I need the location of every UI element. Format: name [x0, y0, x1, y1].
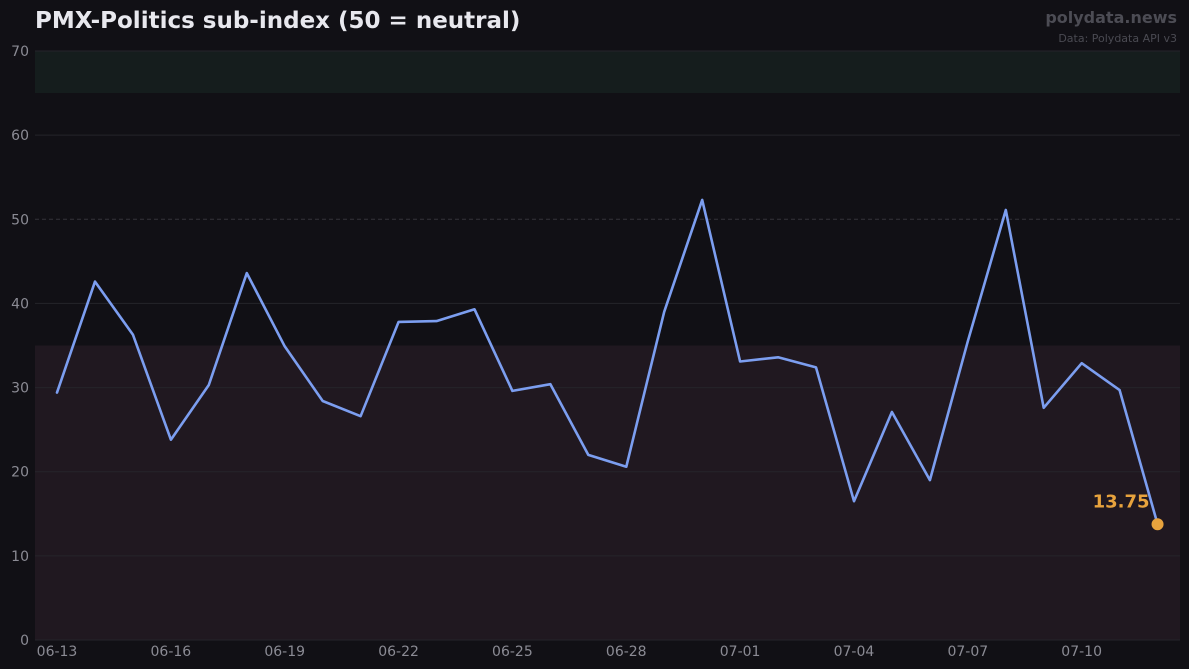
series-line [55, 198, 1159, 526]
data-point [1080, 361, 1084, 365]
data-point [852, 499, 856, 503]
last-value-label: 13.75 [1093, 491, 1150, 512]
data-point [169, 438, 173, 442]
brand-label: polydata.news [1045, 8, 1177, 27]
y-tick-label: 0 [20, 633, 29, 649]
y-tick-label: 20 [11, 465, 29, 481]
data-point [397, 320, 401, 324]
y-tick-label: 30 [11, 381, 29, 397]
data-point [472, 307, 476, 311]
shaded-band-0 [35, 51, 1180, 94]
x-tick-label: 06-13 [37, 644, 78, 660]
data-point [776, 355, 780, 359]
last-value-point [1151, 518, 1164, 531]
data-point [510, 389, 514, 393]
y-tick-label: 10 [11, 549, 29, 565]
data-point [966, 339, 970, 343]
data-point [1004, 208, 1008, 212]
x-tick-label: 06-28 [606, 644, 647, 660]
y-tick-label: 60 [11, 128, 29, 144]
y-tick-label: 50 [11, 212, 29, 228]
x-tick-label: 07-04 [834, 644, 875, 660]
shaded-band-1 [35, 345, 1180, 640]
x-tick-label: 06-16 [151, 644, 192, 660]
data-point [662, 310, 666, 314]
y-tick-label: 70 [11, 44, 29, 60]
data-point [55, 391, 59, 395]
data-point [283, 344, 287, 348]
data-point [548, 382, 552, 386]
x-tick-label: 06-19 [264, 644, 305, 660]
x-tick-label: 06-25 [492, 644, 533, 660]
data-point [928, 478, 932, 482]
data-point [890, 410, 894, 414]
data-point [321, 399, 325, 403]
chart-title: PMX-Politics sub-index (50 = neutral) [35, 8, 521, 34]
x-tick-label: 07-01 [720, 644, 761, 660]
x-tick-label: 06-22 [378, 644, 419, 660]
data-point [435, 319, 439, 323]
data-point [131, 333, 135, 337]
data-point [245, 271, 249, 275]
data-point [359, 414, 363, 418]
data-point [93, 280, 97, 284]
data-point [624, 465, 628, 469]
data-point [207, 383, 211, 387]
source-label: Data: Polydata API v3 [1058, 32, 1177, 45]
x-tick-label: 07-07 [947, 644, 988, 660]
data-point [700, 198, 704, 202]
data-point [738, 359, 742, 363]
x-tick-label: 07-10 [1061, 644, 1102, 660]
data-point [814, 365, 818, 369]
y-tick-label: 40 [11, 296, 29, 312]
data-point [1118, 388, 1122, 392]
data-point [1042, 406, 1046, 410]
data-point [586, 453, 590, 457]
